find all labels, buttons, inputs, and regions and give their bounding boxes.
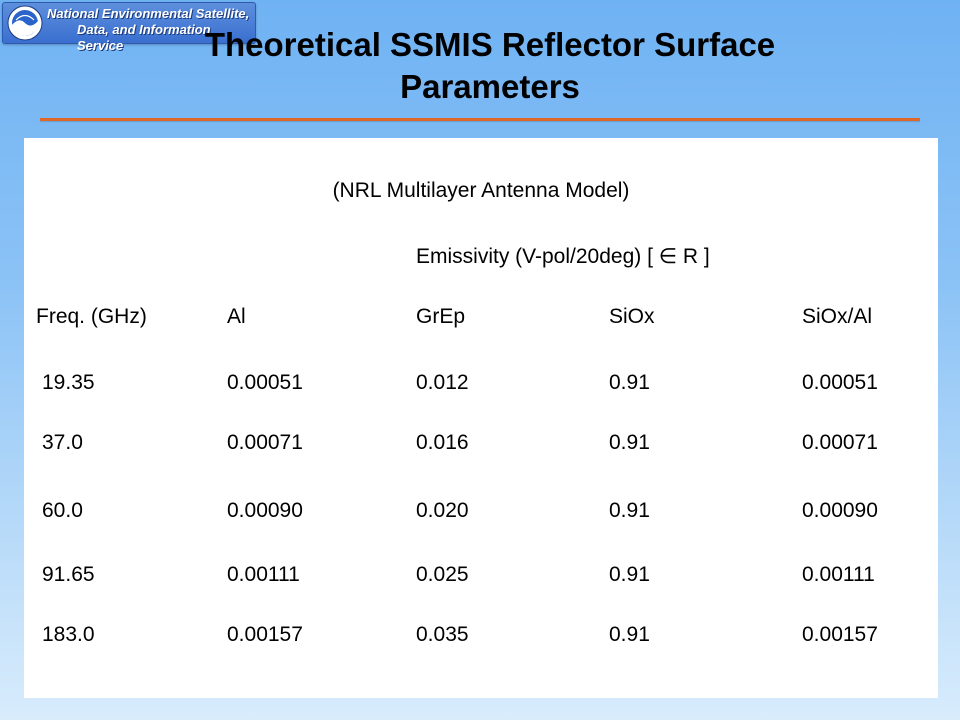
logo-text: National Environmental Satellite, Data, … (47, 6, 253, 54)
table-cell: 0.00090 (802, 499, 878, 522)
table-row: 19.35 0.00051 0.012 0.91 0.00051 (24, 368, 938, 398)
table-cell: 37.0 (42, 431, 83, 454)
nesdis-logo: National Environmental Satellite, Data, … (2, 2, 256, 53)
table-cell: 0.91 (609, 499, 650, 522)
content-panel: (NRL Multilayer Antenna Model) Emissivit… (24, 138, 938, 698)
table-cell: 0.035 (416, 623, 469, 646)
table-row: 91.65 0.00111 0.025 0.91 0.00111 (24, 560, 938, 590)
table-cell: 91.65 (42, 563, 95, 586)
logo-line-2: Data, and Information Service (77, 22, 211, 53)
table-cell: 0.00111 (802, 563, 875, 586)
table-row: 37.0 0.00071 0.016 0.91 0.00071 (24, 428, 938, 458)
emissivity-group-header: Emissivity (V-pol/20deg) [ ∈ R ] (416, 245, 710, 268)
column-header: Al (227, 305, 246, 328)
table-subtitle: (NRL Multilayer Antenna Model) (332, 179, 630, 202)
table-cell: 183.0 (42, 623, 95, 646)
column-header: SiOx/Al (802, 305, 873, 328)
title-line-1: Theoretical SSMIS Reflector Surface (204, 26, 776, 63)
column-header: SiOx (609, 305, 655, 328)
group-header-row: Emissivity (V-pol/20deg) [ ∈ R ] (24, 242, 938, 272)
logo-line-1: National Environmental Satellite, (47, 6, 250, 21)
table-cell: 0.91 (609, 563, 650, 586)
table-cell: 0.00157 (227, 623, 303, 646)
table-cell: 60.0 (42, 499, 83, 522)
table-cell: 0.00111 (227, 563, 300, 586)
table-cell: 0.91 (609, 623, 650, 646)
table-cell: 0.00071 (802, 431, 878, 454)
table-cell: 19.35 (42, 371, 95, 394)
table-cell: 0.91 (609, 431, 650, 454)
table-cell: 0.91 (609, 371, 650, 394)
table-cell: 0.00157 (802, 623, 878, 646)
table-cell: 0.025 (416, 563, 469, 586)
title-divider (40, 118, 920, 121)
column-header: Freq. (GHz) (36, 305, 147, 328)
table-cell: 0.016 (416, 431, 469, 454)
table-cell: 0.00051 (227, 371, 303, 394)
table-cell: 0.012 (416, 371, 469, 394)
table-header-row: Freq. (GHz) Al GrEp SiOx SiOx/Al (24, 302, 938, 332)
column-header: GrEp (416, 305, 466, 328)
title-line-2: Parameters (400, 68, 580, 105)
noaa-emblem-icon (7, 5, 43, 41)
table-row: 183.0 0.00157 0.035 0.91 0.00157 (24, 620, 938, 650)
table-cell: 0.020 (416, 499, 469, 522)
table-row: 60.0 0.00090 0.020 0.91 0.00090 (24, 496, 938, 526)
page-title: Theoretical SSMIS Reflector Surface Para… (60, 24, 920, 108)
table-cell: 0.00090 (227, 499, 303, 522)
table-cell: 0.00071 (227, 431, 303, 454)
table-cell: 0.00051 (802, 371, 878, 394)
